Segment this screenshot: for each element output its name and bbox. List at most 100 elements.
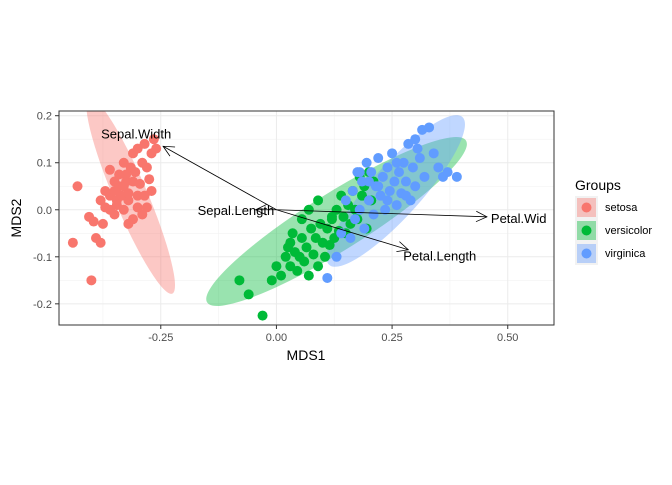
point-virginica <box>363 176 374 187</box>
point-setosa <box>72 181 83 192</box>
point-versicolor <box>331 204 342 215</box>
legend-key-point <box>581 248 592 259</box>
point-virginica <box>347 185 358 196</box>
point-setosa <box>141 202 152 213</box>
arrow-head-petal-length <box>396 241 410 253</box>
point-virginica <box>389 176 400 187</box>
point-versicolor <box>296 232 307 243</box>
point-versicolor <box>308 249 319 260</box>
legend-label: versicolor <box>605 225 652 237</box>
point-virginica <box>407 162 418 173</box>
arrow-label: Petal.Wid <box>491 211 547 226</box>
arrow-head-sepal-width <box>162 145 176 157</box>
point-virginica <box>366 167 377 178</box>
point-virginica <box>412 143 423 154</box>
point-versicolor <box>234 275 245 286</box>
point-virginica <box>394 167 405 178</box>
point-virginica <box>391 157 402 168</box>
y-tick-label: 0.2 <box>37 111 52 123</box>
point-setosa <box>123 188 134 199</box>
x-tick-label: -0.25 <box>148 332 173 344</box>
point-versicolor <box>271 261 282 272</box>
point-versicolor <box>303 204 314 215</box>
point-virginica <box>428 148 439 159</box>
y-tick-label: 0.1 <box>37 158 52 170</box>
y-tick-label: -0.2 <box>33 299 52 311</box>
point-setosa <box>111 200 122 211</box>
point-setosa <box>151 143 162 154</box>
arrow-line-petal-length <box>276 209 409 251</box>
point-setosa <box>128 176 139 187</box>
point-virginica <box>414 153 425 164</box>
point-versicolor <box>292 265 303 276</box>
point-setosa <box>109 185 120 196</box>
point-setosa <box>118 157 129 168</box>
x-tick-label: 0.25 <box>381 332 402 344</box>
point-virginica <box>442 167 453 178</box>
point-setosa <box>123 218 134 229</box>
point-setosa <box>132 202 143 213</box>
point-virginica <box>350 214 361 225</box>
point-virginica <box>384 185 395 196</box>
point-versicolor <box>280 251 291 262</box>
point-versicolor <box>243 289 254 300</box>
point-versicolor <box>287 228 298 239</box>
point-setosa <box>139 190 150 201</box>
point-virginica <box>336 228 347 239</box>
point-setosa <box>144 174 155 185</box>
point-setosa <box>132 190 143 201</box>
point-versicolor <box>303 270 314 281</box>
point-virginica <box>331 251 342 262</box>
legend-title: Groups <box>575 177 621 193</box>
point-setosa <box>114 169 125 180</box>
point-setosa <box>95 195 106 206</box>
panel-right-mask <box>554 111 575 325</box>
arrow-label: Sepal.Width <box>101 126 171 141</box>
point-versicolor <box>324 240 335 251</box>
arrow-label: Petal.Length <box>403 249 476 264</box>
point-virginica <box>359 223 370 234</box>
point-versicolor <box>313 261 324 272</box>
point-setosa <box>121 176 132 187</box>
point-versicolor <box>338 211 349 222</box>
loading-arrows: Sepal.Width Sepal.Length Petal.Length Petal… <box>101 111 575 325</box>
point-virginica <box>361 157 372 168</box>
point-versicolor <box>257 310 268 321</box>
point-virginica <box>368 209 379 220</box>
point-virginica <box>387 148 398 159</box>
point-virginica <box>354 167 365 178</box>
point-setosa <box>95 237 106 248</box>
legend-label: virginica <box>605 248 646 260</box>
point-versicolor <box>285 237 296 248</box>
point-setosa <box>97 218 108 229</box>
x-axis: -0.25 0.00 0.25 0.50 <box>148 325 518 344</box>
point-setosa <box>141 162 152 173</box>
x-tick-label: 0.50 <box>497 332 518 344</box>
point-virginica <box>345 232 356 243</box>
panel-border <box>58 110 555 326</box>
legend-label: setosa <box>605 202 638 214</box>
data-points <box>67 122 462 321</box>
point-setosa <box>148 134 159 145</box>
y-tick-label: -0.1 <box>33 252 52 264</box>
point-virginica <box>433 162 444 173</box>
y-axis: -0.2 -0.1 0.0 0.1 0.2 <box>33 111 59 311</box>
point-virginica <box>377 171 388 182</box>
point-virginica <box>410 134 421 145</box>
point-setosa <box>67 237 78 248</box>
arrow-label: Sepal.Length <box>198 203 275 218</box>
arrow-head-petal-width <box>475 210 488 223</box>
point-setosa <box>139 138 150 149</box>
point-versicolor <box>313 195 324 206</box>
point-versicolor <box>306 223 317 234</box>
point-versicolor <box>296 214 307 225</box>
point-virginica <box>400 176 411 187</box>
point-virginica <box>322 272 333 283</box>
point-versicolor <box>320 251 331 262</box>
point-setosa <box>123 195 134 206</box>
point-setosa <box>86 275 97 286</box>
point-setosa <box>88 216 99 227</box>
point-versicolor <box>266 275 277 286</box>
